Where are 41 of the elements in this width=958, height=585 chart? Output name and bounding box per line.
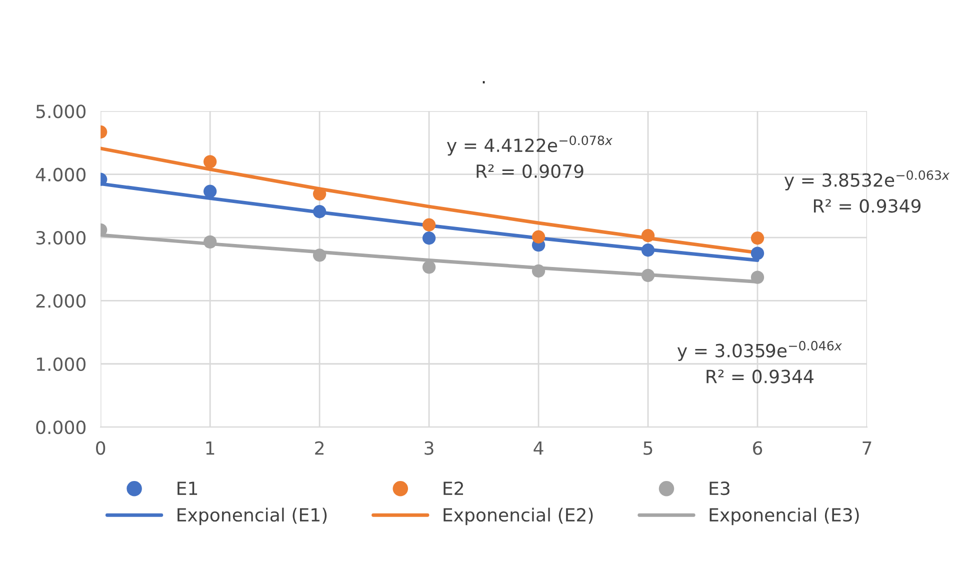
y-tick-label: 0.000 [36,420,86,434]
point [641,244,655,257]
text: y = 4.4122e$^{−0.078x}$ R² = 0.9079 [446,136,613,178]
y-tick-label: 5.000 [36,104,86,118]
point [203,184,217,198]
text: y = 3.0359e$^{−0.046x}$ R² = 0.9344 [677,340,842,384]
point [750,246,764,260]
text: y = 3.8532e$^{−0.063x}$ R² = 0.9349 [784,170,950,213]
point [312,248,326,262]
point [203,155,217,168]
point [641,268,655,282]
x-tick-label: 0 [96,441,106,455]
legend-label: E1 [178,482,198,495]
point [532,230,546,244]
point [750,270,764,284]
x-tick-label: 2 [315,441,324,455]
chart-title: . [482,81,485,84]
y-tick-label: 4.000 [36,168,86,182]
x-tick-label: 4 [534,441,544,455]
legend-label: E2 [444,482,464,495]
point [422,218,436,232]
point [312,187,326,201]
point [422,260,436,274]
y-tick-label: 2.000 [36,294,86,308]
x-tick-label: 1 [206,441,214,455]
legend-label: Exponencial (E3) [710,508,859,526]
point [532,264,546,278]
x-tick-label: 3 [424,441,434,455]
point [203,235,217,249]
x-tick-label: 5 [644,441,652,455]
point [312,205,326,218]
point [750,232,764,245]
y-tick-label: 1.000 [36,357,86,371]
x-tick-label: 6 [753,441,762,455]
y-tick-label: 3.000 [36,230,86,245]
legend-label: Exponencial (E1) [178,508,327,526]
point [641,229,655,242]
legend-label: E3 [710,482,730,496]
x-tick-label: 7 [862,441,872,455]
legend-label: Exponencial (E2) [444,508,593,526]
point [422,232,436,245]
